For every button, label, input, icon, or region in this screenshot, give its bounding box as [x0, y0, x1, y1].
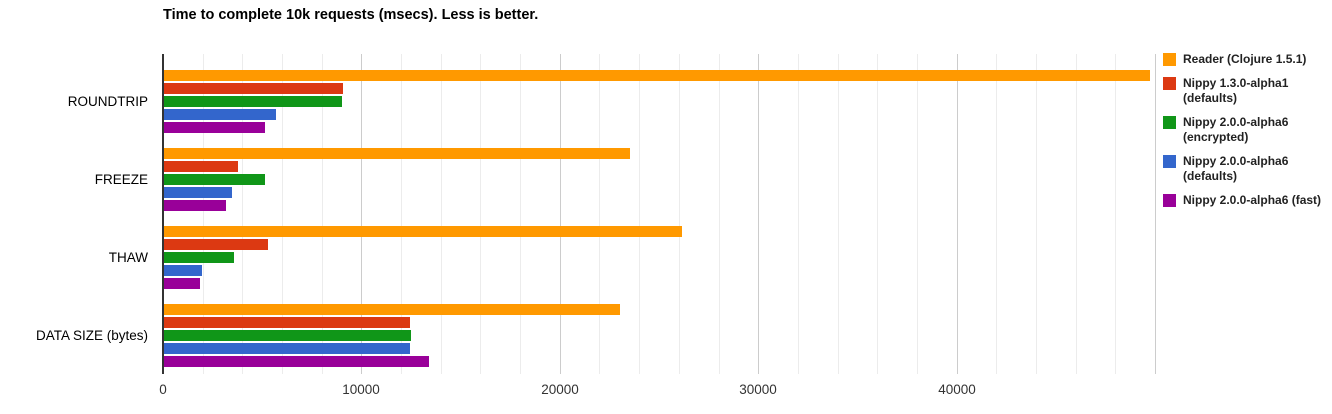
bar [164, 252, 234, 263]
minor-gridline [1115, 54, 1116, 374]
minor-gridline [599, 54, 600, 374]
bar [164, 265, 202, 276]
minor-gridline [1036, 54, 1037, 374]
bar [164, 356, 429, 367]
minor-gridline [877, 54, 878, 374]
legend-label: Nippy 1.3.0-alpha1 (defaults) [1183, 76, 1288, 107]
legend-item: Nippy 2.0.0-alpha6 (encrypted) [1163, 115, 1331, 146]
minor-gridline [242, 54, 243, 374]
bar-group [164, 148, 1156, 211]
legend-label: Nippy 2.0.0-alpha6 (encrypted) [1183, 115, 1288, 146]
category-label: FREEZE [94, 172, 148, 187]
legend-label-line: Nippy 1.3.0-alpha1 [1183, 75, 1289, 90]
legend-item: Nippy 1.3.0-alpha1 (defaults) [1163, 76, 1331, 107]
bar [164, 148, 630, 159]
major-gridline [1155, 54, 1156, 374]
legend-label: Reader (Clojure 1.5.1) [1183, 52, 1306, 68]
bar [164, 200, 226, 211]
legend-item: Reader (Clojure 1.5.1) [1163, 52, 1331, 68]
major-gridline [361, 54, 362, 374]
category-label: DATA SIZE (bytes) [35, 328, 148, 343]
legend-label: Nippy 2.0.0-alpha6 (defaults) [1183, 154, 1288, 185]
legend-label-line: Nippy 2.0.0-alpha6 [1183, 153, 1289, 168]
major-gridline [957, 54, 958, 374]
x-tick-label: 0 [159, 382, 167, 397]
minor-gridline [322, 54, 323, 374]
minor-gridline [838, 54, 839, 374]
legend-swatch [1163, 53, 1176, 66]
minor-gridline [679, 54, 680, 374]
bar-group [164, 70, 1156, 133]
minor-gridline [282, 54, 283, 374]
legend-label-line: Reader (Clojure 1.5.1) [1183, 52, 1307, 66]
legend-swatch [1163, 193, 1176, 207]
legend-swatch [1163, 154, 1176, 168]
category-label: THAW [108, 250, 148, 265]
legend-label-line: (encrypted) [1183, 130, 1249, 144]
x-tick-label: 30000 [739, 382, 777, 397]
chart-title: Time to complete 10k requests (msecs). L… [163, 7, 539, 23]
minor-gridline [520, 54, 521, 374]
plot-area [162, 54, 1156, 374]
minor-gridline [1076, 54, 1077, 374]
minor-gridline [917, 54, 918, 374]
major-gridline [758, 54, 759, 374]
x-tick-label: 20000 [541, 382, 579, 397]
legend-label-line: (defaults) [1183, 169, 1237, 183]
bar-group [164, 226, 1156, 289]
minor-gridline [639, 54, 640, 374]
bar [164, 187, 232, 198]
legend-swatch [1163, 115, 1176, 129]
bar [164, 109, 276, 120]
bar [164, 70, 1150, 81]
bar [164, 330, 411, 341]
bar [164, 122, 265, 133]
bar [164, 226, 682, 237]
bar [164, 239, 268, 250]
bar [164, 317, 410, 328]
legend-label-line: Nippy 2.0.0-alpha6 [1183, 114, 1289, 129]
legend-item: Nippy 2.0.0-alpha6 (fast) [1163, 193, 1331, 209]
x-tick-label: 10000 [342, 382, 380, 397]
bar [164, 96, 342, 107]
legend-label-line: (defaults) [1183, 91, 1237, 105]
bar [164, 83, 343, 94]
legend-item: Nippy 2.0.0-alpha6 (defaults) [1163, 154, 1331, 185]
minor-gridline [719, 54, 720, 374]
bar [164, 174, 265, 185]
legend-swatch [1163, 76, 1176, 90]
minor-gridline [480, 54, 481, 374]
chart-legend: Reader (Clojure 1.5.1) Nippy 1.3.0-alpha1… [1163, 52, 1331, 216]
category-label: ROUNDTRIP [67, 94, 148, 109]
minor-gridline [441, 54, 442, 374]
legend-label: Nippy 2.0.0-alpha6 (fast) [1183, 193, 1321, 209]
bar [164, 343, 410, 354]
minor-gridline [401, 54, 402, 374]
minor-gridline [996, 54, 997, 374]
major-gridline [560, 54, 561, 374]
bar [164, 161, 238, 172]
bar [164, 278, 200, 289]
bar-group [164, 304, 1156, 367]
minor-gridline [798, 54, 799, 374]
x-tick-label: 40000 [938, 382, 976, 397]
legend-label-line: Nippy 2.0.0-alpha6 (fast) [1183, 192, 1322, 207]
bar [164, 304, 620, 315]
minor-gridline [203, 54, 204, 374]
